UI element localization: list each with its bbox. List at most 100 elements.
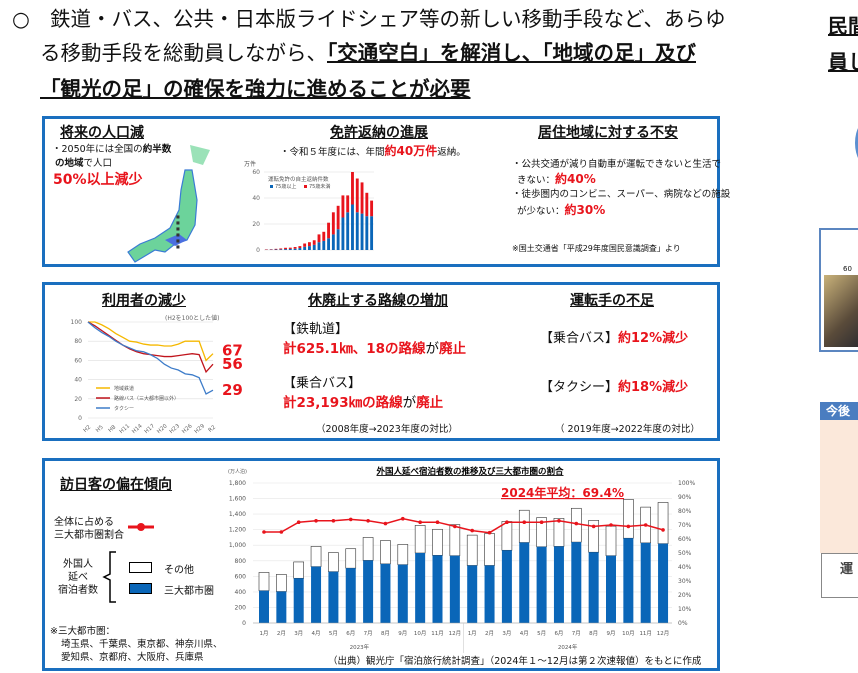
inbound-x-tick: 2月 [485,630,494,637]
inbound-year-label: 2023年 [350,643,370,651]
inbound-y2-tick: 20% [678,592,692,599]
inbound-bar-metro [363,560,374,623]
inbound-ratio-line [264,517,664,534]
lead-line-3: 「観光の足」の確保を強力に進めることが必要 [40,77,471,101]
legend-other-label: その他 [164,565,194,576]
users-x-tick: H29 [194,423,207,435]
inbound-source: （出典）観光庁「宿泊旅行統計調査」（2024年１～12月は第２次速報値）をもとに… [328,656,702,667]
pop-title: 将来の人口減 [60,125,144,141]
inbound-y-tick: 200 [235,604,247,611]
inbound-x-tick: 4月 [312,630,321,637]
pop-text2: で人口 [83,158,113,169]
inbound-ratio-point [279,530,284,534]
bus-value: 計23,193㎞の路線 [283,395,403,411]
license-legend-swatch [304,185,307,188]
inbound-ratio-point [557,519,561,523]
inbound-y-tick: 1,200 [229,527,246,534]
metro-note-1: 埼玉県、千葉県、東京都、神奈川県、 [61,639,223,650]
license-bar-under75 [341,195,345,218]
right-box-header: 今後 [820,402,858,420]
inbound-x-tick: 9月 [398,630,407,637]
inbound-bar-other [258,572,270,592]
inbound-bar-metro [571,542,582,623]
anxiety-item-2: ・徒歩圏内のコンビニ、スーパー、病院などの施設 [512,189,731,200]
license-bar-75plus [355,212,359,250]
inbound-bar-other [466,534,478,566]
license-text: ・令和５年度には、年間 [280,147,385,158]
license-bar-75plus [360,213,364,250]
inbound-x-tick: 1月 [468,630,477,637]
inbound-y-tick: 800 [235,558,247,565]
license-bar-75plus [341,217,345,250]
legend-brace-icon [102,551,116,603]
license-bar-75plus [336,229,340,250]
inbound-bar-metro [311,566,322,623]
inbound-y-tick: 1,600 [229,496,246,503]
drivers-period: （ 2019年度→2022年度の対比） [555,424,700,435]
inbound-bar-metro [345,568,356,623]
license-bar-75plus [327,238,330,250]
inbound-x-tick: 3月 [502,630,511,637]
metro-note-title: ※三大都市圏： [50,626,115,637]
inbound-y-unit: (万人泊) [228,468,247,475]
anxiety-item-1: ・公共交通が減り自動車が運転できないと生活で [512,159,722,170]
bus-suffix: が [402,395,417,411]
license-bar-75plus [312,244,316,250]
inbound-bar-other [501,521,513,551]
routes-period: （2008年度→2023年度の対比） [316,424,458,435]
lead-line-2: る移動手段を総動員しながら、 [40,41,327,65]
rail-label: 【鉄軌道】 [283,322,349,337]
inbound-bar-other [605,525,617,557]
users-y-tick: 100 [71,319,83,326]
inbound-y-tick: 1,400 [229,511,246,518]
right-text-1: 民間 [828,14,858,38]
inbound-ratio-point [418,520,422,524]
inbound-bar-other [432,528,443,556]
users-x-tick: H11 [119,423,131,435]
license-bar-under75 [284,247,287,250]
inbound-ratio-point [453,524,457,529]
inbound-bar-other [623,499,634,539]
inbound-x-tick: 11月 [639,630,652,637]
inbound-bar-metro [501,550,512,623]
inbound-bar-metro [432,555,443,623]
inbound-x-tick: 10月 [622,630,635,637]
inbound-bar-other [380,540,391,565]
inbound-bar-metro [467,565,478,623]
inbound-x-tick: 11月 [431,630,444,637]
inbound-bar-other [449,524,461,557]
inbound-bar-metro [259,590,269,623]
inbound-x-tick: 6月 [554,630,563,637]
inbound-bar-other [536,517,547,548]
inbound-y2-tick: 40% [678,564,692,571]
license-y-unit: 万件 [244,160,256,168]
inbound-bar-metro [623,538,634,623]
bus-label: 【乗合バス】 [283,376,362,391]
right-photo-frame [819,228,858,352]
license-y-tick: 0 [256,247,260,254]
anxiety-value-1: 約40% [555,172,596,186]
license-bar-under75 [308,242,311,247]
users-end-value: 67 [222,342,243,360]
inbound-ratio-point [661,528,665,532]
rail-end: 廃止 [439,341,466,357]
license-bar-75plus [284,249,287,250]
inbound-ratio-point [383,521,388,526]
license-bar-under75 [279,248,283,250]
license-bar-under75 [312,240,316,245]
inbound-x-tick: 7月 [364,630,373,637]
lead-line-2-emphasis: 「交通空白」を解消し、「地域の足」及び [327,41,696,65]
inbound-y2-tick: 70% [678,522,692,529]
users-note: (H2を100とした値) [165,314,219,322]
license-chart-title: 運転免許の自主返納件数 [268,175,329,183]
license-bar-under75 [370,200,374,217]
anxiety-item-1b: きない： [517,175,556,186]
inbound-bar-metro [588,552,599,623]
inbound-y-tick: 600 [235,573,247,580]
inbound-bar-other [397,544,409,565]
drivers-taxi-label: 【タクシー】 [540,380,619,395]
inbound-bar-metro [328,571,339,623]
bus-end: 廃止 [416,395,444,411]
pop-decline: 50%以上減少 [53,172,143,188]
